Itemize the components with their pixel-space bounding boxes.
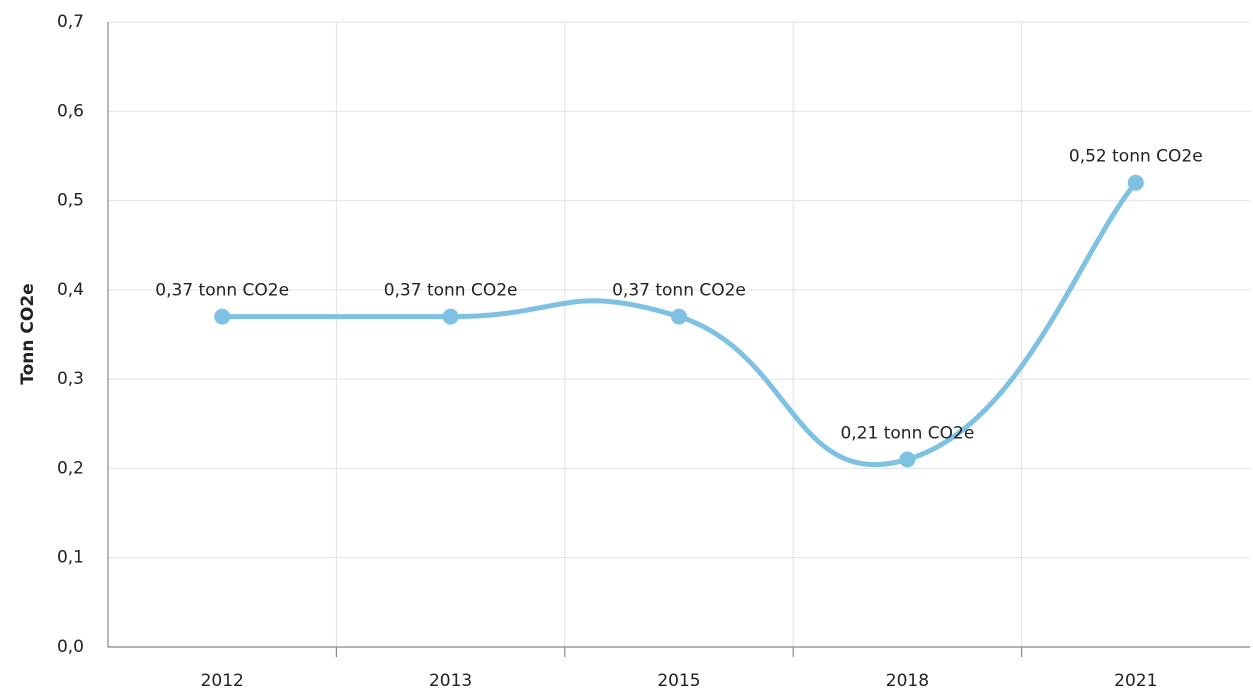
- data-label: 0,37 tonn CO2e: [612, 281, 746, 301]
- y-tick-label: 0,7: [57, 12, 84, 32]
- marker: [1127, 174, 1144, 191]
- line: [219, 180, 1139, 468]
- x-tick-label: 2021: [1114, 671, 1157, 691]
- x-tick-label: 2015: [657, 671, 700, 691]
- y-tick-label: 0,3: [57, 369, 84, 389]
- data-label: 0,21 tonn CO2e: [840, 424, 974, 444]
- y-tick-label: 0,6: [57, 101, 84, 121]
- marker: [442, 308, 459, 325]
- x-tick-label: 2018: [886, 671, 929, 691]
- data-label: 0,37 tonn CO2e: [384, 281, 518, 301]
- y-tick-label: 0,5: [57, 191, 84, 211]
- y-tick-label: 0,1: [57, 548, 84, 568]
- y-tick-label: 0,0: [57, 637, 84, 657]
- data-label: 0,37 tonn CO2e: [155, 281, 289, 301]
- x-tick-label: 2012: [201, 671, 244, 691]
- y-tick-label: 0,4: [57, 280, 84, 300]
- y-tick-label: 0,2: [57, 458, 84, 478]
- marker: [671, 308, 687, 325]
- y-axis-label: Tonn CO2e: [18, 283, 38, 384]
- marker: [899, 451, 916, 468]
- x-tick-label: 2013: [429, 671, 472, 691]
- data-label: 0,52 tonn CO2e: [1069, 147, 1203, 167]
- marker: [214, 308, 231, 325]
